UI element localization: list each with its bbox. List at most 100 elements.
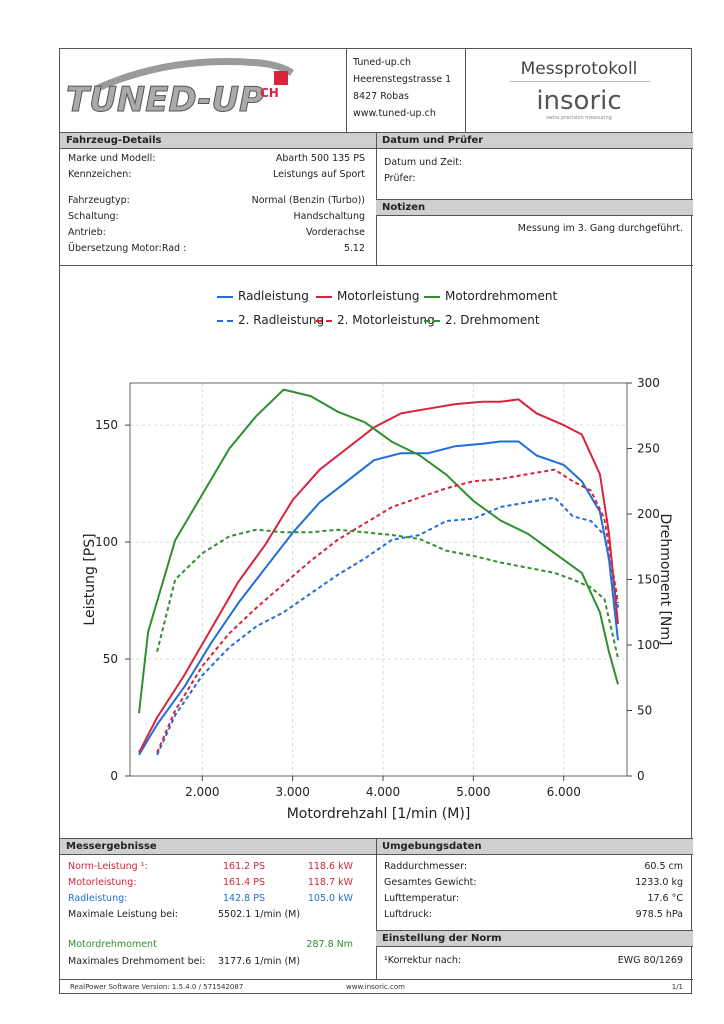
company-name: Tuned-up.ch bbox=[353, 57, 412, 68]
rad-ps: 142.8 PS bbox=[223, 893, 265, 904]
maxpow-label: Maximale Leistung bei: bbox=[68, 909, 178, 920]
x-tick-label: 3.000 bbox=[275, 785, 309, 799]
vehicle-value: Abarth 500 135 PS bbox=[275, 153, 365, 164]
date-label: Datum und Zeit: bbox=[384, 157, 463, 168]
motor-label: Motorleistung: bbox=[68, 877, 137, 888]
x-axis-title: Motordrehzahl [1/min (M)] bbox=[287, 806, 471, 822]
env-value: 1233.0 kg bbox=[635, 877, 683, 888]
y-tick-label: 150 bbox=[95, 418, 118, 432]
maxtorque-value: 3177.6 1/min (M) bbox=[218, 956, 301, 967]
norm-kw: 118.6 kW bbox=[307, 861, 353, 872]
y2-axis-title: Drehmoment [Nm] bbox=[657, 513, 673, 645]
series-line-2-drehmoment bbox=[156, 528, 619, 659]
torque-label: Motordrehmoment bbox=[68, 939, 157, 950]
vehicle-value: Normal (Benzin (Turbo)) bbox=[251, 195, 365, 206]
x-tick-label: 5.000 bbox=[456, 785, 490, 799]
y-axis-title: Leistung [PS] bbox=[82, 533, 98, 625]
norm-label: Norm-Leistung ¹: bbox=[68, 861, 148, 872]
motor-ps: 161.4 PS bbox=[223, 877, 265, 888]
swiss-flag-icon bbox=[274, 71, 288, 85]
series-line-motorleistung bbox=[138, 398, 619, 754]
y-tick-label: 50 bbox=[103, 652, 118, 666]
norm-header: Einstellung der Norm bbox=[376, 930, 693, 947]
vehicle-value: 5.12 bbox=[343, 243, 365, 254]
logo-suffix: CH bbox=[260, 86, 279, 100]
env-value: 60.5 cm bbox=[644, 861, 683, 872]
legend-motordrehmoment: Motordrehmoment bbox=[424, 289, 557, 303]
dyno-chart: 2.000 3.000 4.000 5.000 6.000 0 50 100 150 0 50 100… bbox=[82, 376, 673, 822]
x-tick-label: 6.000 bbox=[547, 785, 581, 799]
notes-header: Notizen bbox=[376, 199, 693, 216]
divider bbox=[60, 979, 693, 980]
legend-label: 2. Radleistung bbox=[238, 313, 325, 327]
insoric-logo: insoric bbox=[536, 86, 622, 116]
footer-software: RealPower Software Version: 1.5.4.0 / 57… bbox=[70, 983, 244, 991]
legend-2-motorleistung: 2. Motorleistung bbox=[316, 313, 435, 327]
legend-label: Motorleistung bbox=[337, 289, 420, 303]
tuned-up-logo: TUNED-UP CH bbox=[66, 58, 294, 121]
torque-value: 287.8 Nm bbox=[306, 939, 353, 950]
series-line-motordrehmoment bbox=[138, 388, 619, 714]
norm-ps: 161.2 PS bbox=[223, 861, 265, 872]
company-street: Heerenstegstrasse 1 bbox=[353, 74, 452, 85]
y2-tick-label: 250 bbox=[637, 442, 660, 456]
plot-frame bbox=[129, 382, 628, 777]
logo-area: TUNED-UP CH bbox=[60, 49, 346, 132]
env-label: Luftdruck: bbox=[384, 909, 432, 920]
y2-tick-label: 50 bbox=[637, 704, 652, 718]
env-value: 17.6 °C bbox=[647, 893, 683, 904]
rad-label: Radleistung: bbox=[68, 893, 128, 904]
results-header: Messergebnisse bbox=[60, 838, 376, 855]
divider bbox=[465, 49, 466, 132]
vehicle-label: Fahrzeugtyp: bbox=[68, 195, 130, 206]
divider bbox=[376, 132, 377, 265]
footer-page: 1/1 bbox=[671, 983, 683, 991]
vehicle-value: Vorderachse bbox=[306, 227, 365, 238]
legend-radleistung: Radleistung bbox=[217, 289, 309, 303]
maxtorque-label: Maximales Drehmoment bei: bbox=[68, 956, 206, 967]
env-label: Raddurchmesser: bbox=[384, 861, 468, 872]
divider bbox=[510, 81, 650, 82]
legend-label: Radleistung bbox=[238, 289, 309, 303]
company-website: www.tuned-up.ch bbox=[353, 108, 436, 119]
x-tick-label: 4.000 bbox=[366, 785, 400, 799]
footer-site: www.insoric.com bbox=[346, 983, 405, 991]
env-value: 978.5 hPa bbox=[635, 909, 683, 920]
notes-text: Messung im 3. Gang durchgeführt. bbox=[517, 223, 683, 234]
legend-2-drehmoment: 2. Drehmoment bbox=[424, 313, 540, 327]
y2-tick-label: 300 bbox=[637, 376, 660, 390]
legend-label: Motordrehmoment bbox=[445, 289, 558, 303]
vehicle-header: Fahrzeug-Details bbox=[60, 132, 376, 149]
vehicle-label: Schaltung: bbox=[68, 211, 119, 222]
divider bbox=[376, 838, 377, 979]
divider bbox=[346, 49, 347, 132]
logo-wordmark: TUNED-UP bbox=[66, 80, 264, 120]
rad-kw: 105.0 kW bbox=[307, 893, 353, 904]
protocol-title: Messprotokoll bbox=[520, 59, 638, 79]
legend-label: 2. Drehmoment bbox=[445, 313, 540, 327]
env-label: Gesamtes Gewicht: bbox=[384, 877, 477, 888]
company-city: 8427 Robas bbox=[353, 91, 409, 102]
env-label: Lufttemperatur: bbox=[384, 893, 460, 904]
norm-correction-value: EWG 80/1269 bbox=[617, 955, 683, 966]
series-line-2-radleistung bbox=[156, 496, 619, 756]
vehicle-label: Antrieb: bbox=[68, 227, 106, 238]
vehicle-value: Leistungs auf Sport bbox=[272, 169, 365, 180]
logo-swoosh bbox=[94, 58, 294, 93]
legend-label: 2. Motorleistung bbox=[337, 313, 435, 327]
norm-correction-label: ¹Korrektur nach: bbox=[384, 955, 462, 966]
y-tick-label: 0 bbox=[110, 769, 118, 783]
motor-kw: 118.7 kW bbox=[307, 877, 353, 888]
vehicle-value: Handschaltung bbox=[293, 211, 365, 222]
environment-header: Umgebungsdaten bbox=[376, 838, 693, 855]
y2-tick-label: 150 bbox=[637, 573, 660, 587]
series-line-2-motorleistung bbox=[156, 468, 619, 753]
divider bbox=[60, 265, 693, 266]
insoric-tagline: swiss precision measuring bbox=[546, 115, 612, 121]
legend-motorleistung: Motorleistung bbox=[316, 289, 420, 303]
y-tick-label: 100 bbox=[95, 535, 118, 549]
maxpow-value: 5502.1 1/min (M) bbox=[218, 909, 301, 920]
y2-tick-label: 0 bbox=[637, 769, 645, 783]
tester-label: Prüfer: bbox=[384, 173, 416, 184]
date-header: Datum und Prüfer bbox=[376, 132, 693, 149]
